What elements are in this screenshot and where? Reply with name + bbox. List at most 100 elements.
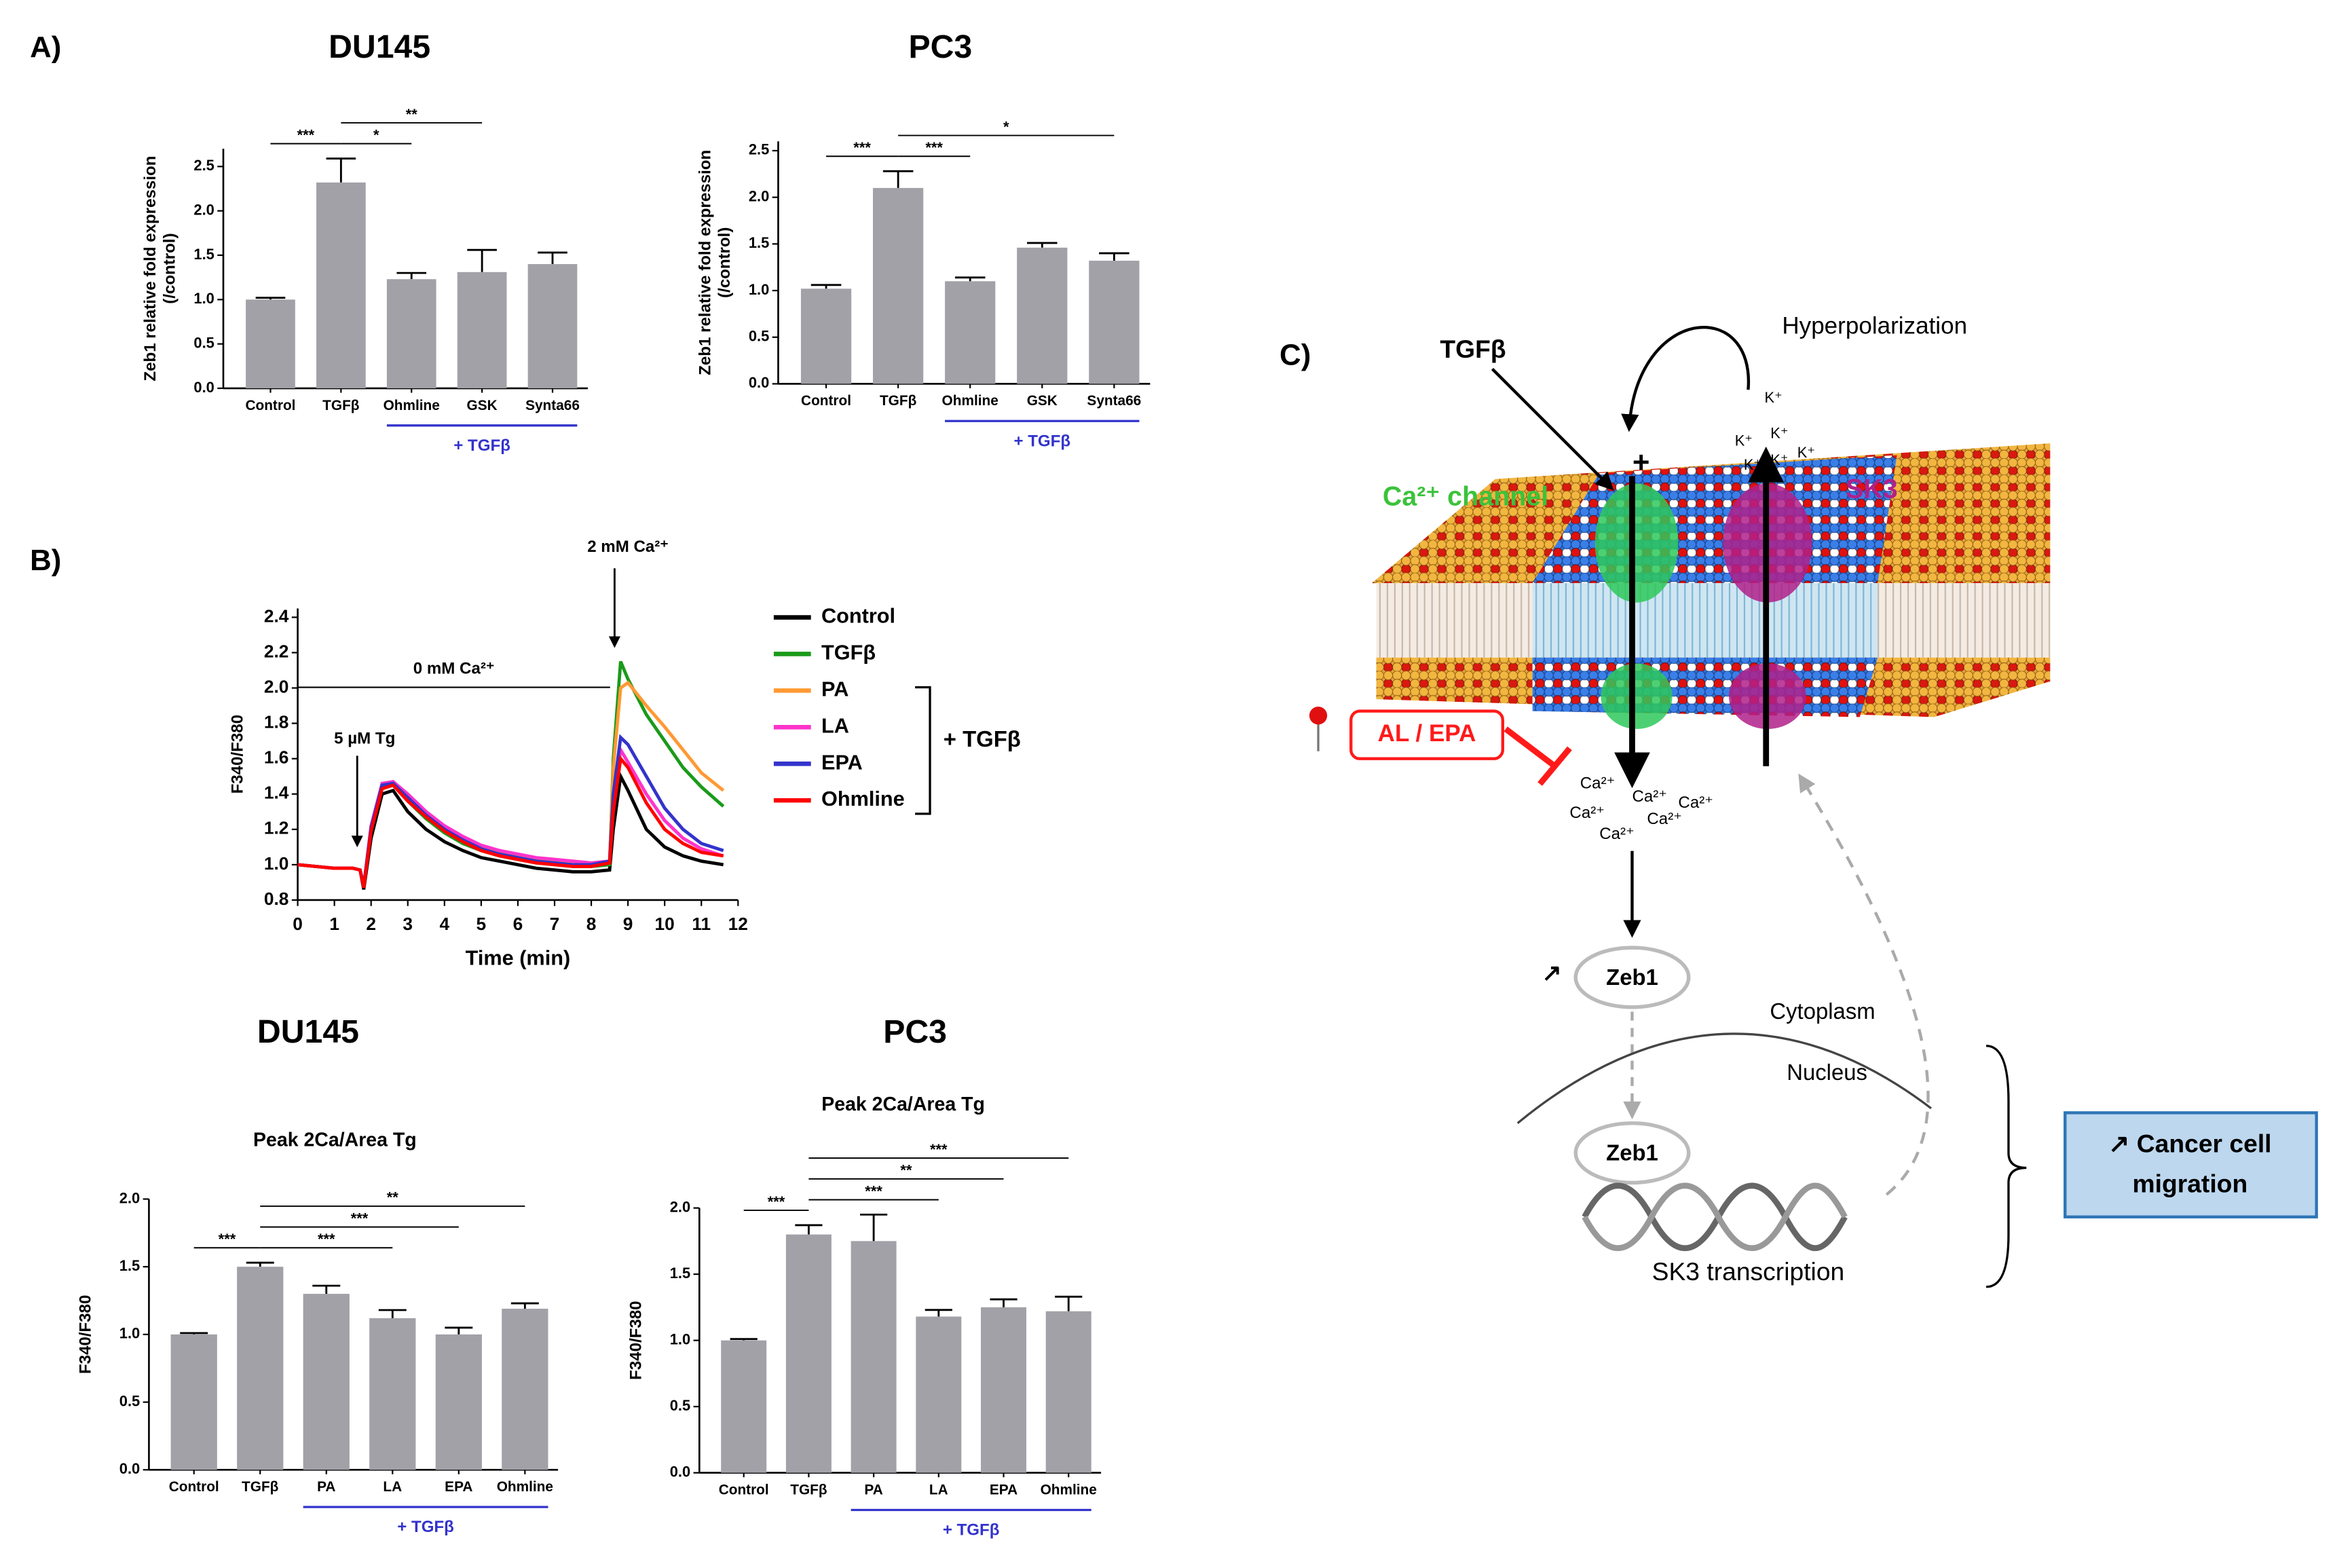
bar <box>945 281 996 384</box>
chart-title: PC3 <box>908 29 972 65</box>
chart-subtitle: Peak 2Ca/Area Tg <box>821 1094 985 1115</box>
group-label: + TGFβ <box>453 436 510 455</box>
dna <box>1582 1182 1848 1252</box>
x-tick-label: 1 <box>329 914 339 934</box>
bar <box>369 1318 416 1470</box>
y-tick-label: 1.4 <box>264 783 289 803</box>
ion: Ca²⁺ <box>1599 825 1635 843</box>
y-tick-label: 1.0 <box>264 853 289 874</box>
x-tick-label: Ohmline <box>942 393 998 409</box>
significance-label: *** <box>219 1231 236 1248</box>
label: Cytoplasm <box>1770 998 1875 1024</box>
y-tick-label: 1.5 <box>119 1257 140 1274</box>
x-tick-label: 7 <box>550 914 560 934</box>
y-tick-label: 2.5 <box>193 157 214 174</box>
y-tick-label: 1.8 <box>264 712 289 732</box>
x-tick-label: 12 <box>728 914 748 934</box>
bar <box>303 1294 350 1470</box>
bar <box>981 1307 1027 1473</box>
x-tick-label: EPA <box>445 1479 472 1495</box>
label: Nucleus <box>1787 1060 1867 1085</box>
x-tick-label: LA <box>929 1482 948 1498</box>
label: TGFβ <box>1440 335 1506 363</box>
nucleus-boundary <box>1516 1032 1933 1124</box>
y-tick-label: 2.0 <box>193 201 214 218</box>
legend-label: TGFβ <box>821 641 876 665</box>
y-tick-label: 1.0 <box>670 1330 690 1347</box>
y-tick-label: 0.0 <box>749 374 769 391</box>
label: SK3 transcription <box>1652 1257 1845 1286</box>
zeb1-node <box>1573 946 1691 1009</box>
x-tick-label: PA <box>864 1482 882 1498</box>
bar <box>527 264 578 389</box>
series-line <box>297 754 724 889</box>
bar <box>457 272 507 389</box>
panel-label: B) <box>30 544 61 577</box>
lipid-icon <box>1309 707 1328 725</box>
ion: Ca²⁺ <box>1678 794 1713 812</box>
bar <box>1089 261 1140 384</box>
significance-label: * <box>1003 118 1009 135</box>
outcome-box <box>2064 1111 2318 1218</box>
y-tick-label: 1.0 <box>193 290 214 307</box>
bar <box>386 279 436 389</box>
x-tick-label: Ohmline <box>1041 1482 1097 1498</box>
y-tick-label: 2.4 <box>264 605 289 626</box>
significance-label: *** <box>318 1231 335 1248</box>
x-tick-label: Synta66 <box>525 398 580 413</box>
ca-channel <box>1601 663 1673 729</box>
y-tick-label: 2.0 <box>119 1189 140 1206</box>
dna <box>1582 1182 1848 1252</box>
y-tick-label: 2.0 <box>749 187 769 204</box>
label: Zeb1 <box>1606 965 1658 990</box>
x-tick-label: LA <box>383 1479 402 1495</box>
y-axis-label: Zeb1 relative fold expression <box>141 156 160 381</box>
y-tick-label: 2.5 <box>749 141 769 158</box>
significance-label: *** <box>853 139 871 156</box>
panel-label: C) <box>1280 339 1311 372</box>
ion: Ca²⁺ <box>1632 787 1667 806</box>
x-tick-label: 4 <box>440 914 450 934</box>
label: migration <box>2133 1170 2248 1198</box>
y-tick-label: 0.0 <box>193 379 214 396</box>
x-tick-label: TGFβ <box>242 1479 278 1495</box>
significance-label: ** <box>387 1189 399 1206</box>
annotation: 5 µM Tg <box>334 730 395 748</box>
y-axis-label: Zeb1 relative fold expression <box>696 150 715 375</box>
x-tick-label: Ohmline <box>384 398 440 413</box>
zeb1-node <box>1573 1121 1691 1185</box>
y-tick-label: 1.0 <box>119 1325 140 1342</box>
bar <box>800 288 852 384</box>
membrane-tails-blue <box>1532 583 1878 658</box>
inhibition-line <box>1504 726 1557 769</box>
x-tick-label: 3 <box>403 914 413 934</box>
significance-label: *** <box>297 126 315 143</box>
ion: K⁺ <box>1770 451 1788 468</box>
series-line <box>297 745 724 886</box>
inhibitor-box <box>1349 709 1505 760</box>
x-tick-label: TGFβ <box>790 1482 827 1498</box>
ion: K⁺ <box>1770 425 1788 442</box>
x-tick-label: EPA <box>990 1482 1018 1498</box>
y-tick-label: 1.0 <box>749 281 769 298</box>
annotation: 2 mM Ca²⁺ <box>587 538 669 556</box>
significance-label: *** <box>865 1182 882 1199</box>
bar <box>785 1234 832 1473</box>
y-axis-label: F340/F380 <box>77 1295 95 1375</box>
y-tick-label: 0.5 <box>119 1392 140 1409</box>
label: + <box>1632 445 1650 479</box>
bar <box>502 1309 548 1470</box>
chart-subtitle: Peak 2Ca/Area Tg <box>253 1130 417 1151</box>
x-tick-label: 10 <box>655 914 675 934</box>
label: ↗ <box>1542 960 1561 986</box>
legend-label: EPA <box>821 750 863 774</box>
ion: K⁺ <box>1735 432 1753 449</box>
hyperpolarization-arrow <box>1621 326 1751 432</box>
bar <box>851 1241 897 1473</box>
chart-title: DU145 <box>329 29 430 65</box>
diagram: C) TGFβ Hyperpolarization + Ca²⁺ channel… <box>1280 312 2318 1288</box>
annotation: 0 mM Ca²⁺ <box>413 660 495 678</box>
x-tick-label: 5 <box>477 914 487 934</box>
